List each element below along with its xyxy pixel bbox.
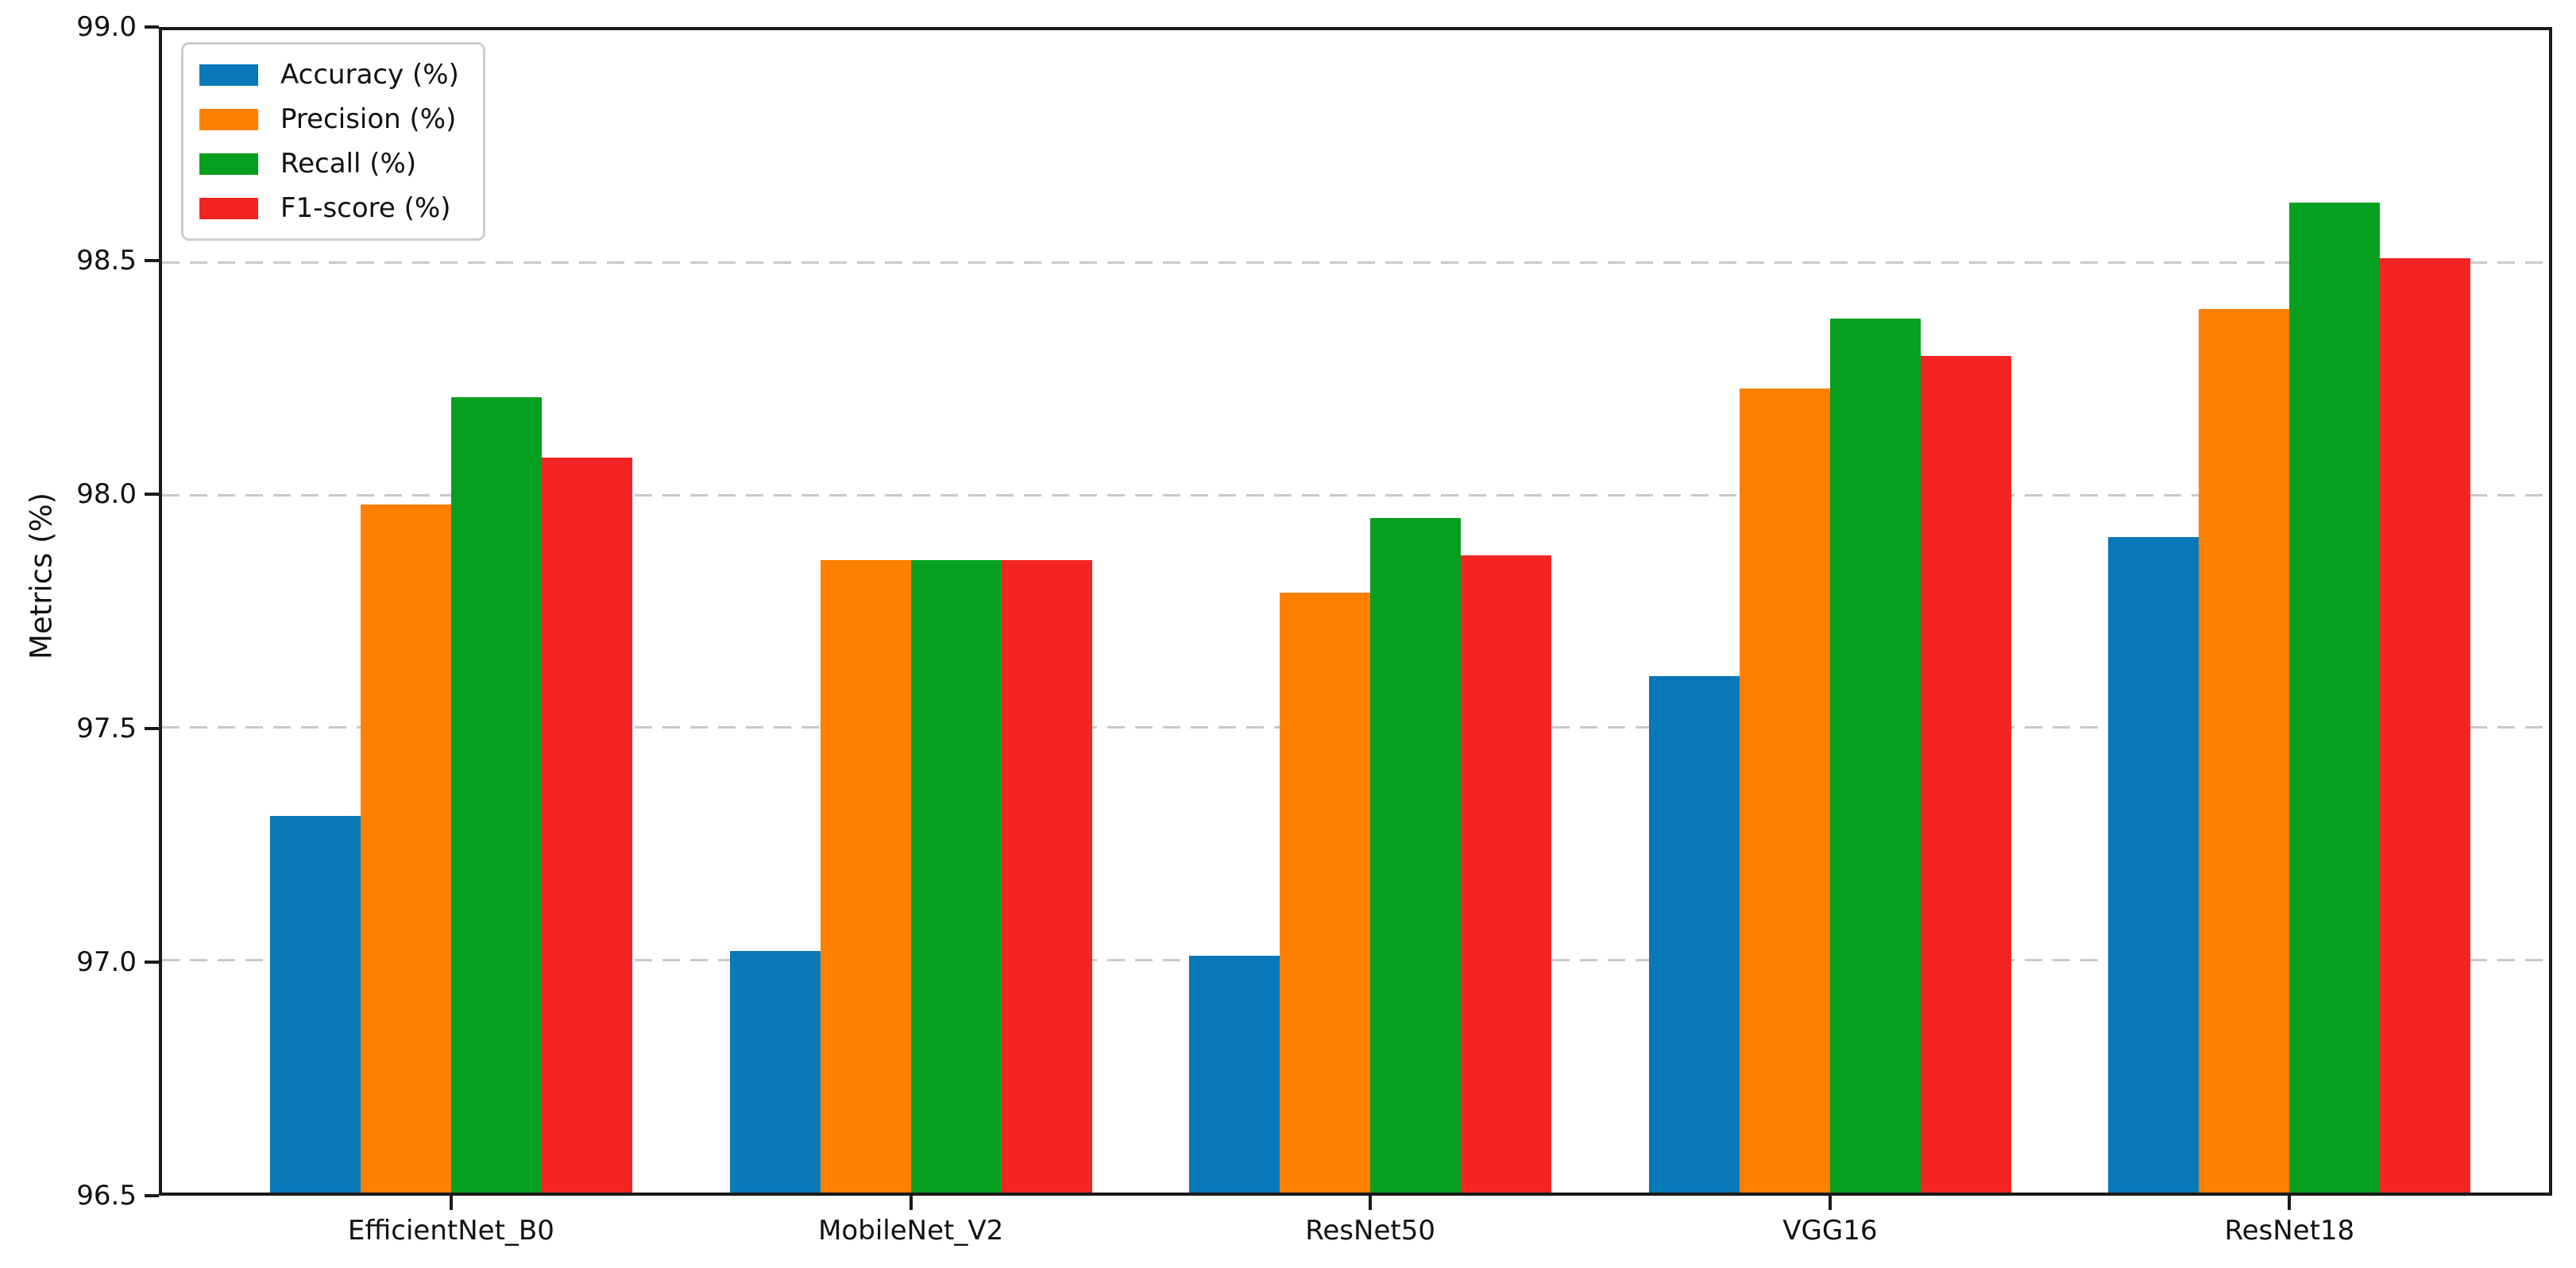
bar-EfficientNet_B0-f1-score xyxy=(541,458,632,1193)
y-tick-mark-98.5 xyxy=(145,259,159,263)
x-tick-mark-EfficientNet_B0 xyxy=(449,1196,453,1210)
bar-MobileNet_V2-precision xyxy=(820,560,911,1193)
bar-ResNet18-f1-score xyxy=(2380,257,2471,1193)
gridline-98.0 xyxy=(162,493,2549,497)
y-tick-label-99.0: 99.0 xyxy=(76,11,137,43)
bar-ResNet50-accuracy xyxy=(1189,955,1280,1193)
bar-MobileNet_V2-accuracy xyxy=(729,950,821,1193)
legend-item: Accuracy (%) xyxy=(199,59,459,91)
bar-ResNet18-precision xyxy=(2199,309,2290,1193)
bar-MobileNet_V2-f1-score xyxy=(1001,560,1092,1193)
x-tick-mark-VGG16 xyxy=(1828,1196,1832,1210)
bar-MobileNet_V2-recall xyxy=(910,560,1002,1193)
x-tick-mark-ResNet18 xyxy=(2288,1196,2292,1210)
y-tick-label-97.0: 97.0 xyxy=(76,945,137,978)
bar-EfficientNet_B0-precision xyxy=(360,504,451,1193)
bar-VGG16-precision xyxy=(1739,388,1830,1193)
legend-item: Recall (%) xyxy=(199,148,459,180)
plot-area: Accuracy (%) Precision (%) Recall (%) F1-sc… xyxy=(159,27,2552,1196)
bar-VGG16-accuracy xyxy=(1648,676,1740,1193)
bar-ResNet18-recall xyxy=(2289,202,2381,1193)
legend-label: Recall (%) xyxy=(280,148,417,180)
bar-ResNet50-f1-score xyxy=(1461,555,1552,1193)
legend-swatch-icon xyxy=(199,197,258,219)
legend-item: Precision (%) xyxy=(199,103,459,135)
legend-swatch-icon xyxy=(199,153,258,175)
bar-ResNet50-precision xyxy=(1280,593,1371,1193)
legend-label: Precision (%) xyxy=(280,103,457,135)
bar-EfficientNet_B0-recall xyxy=(450,397,542,1193)
y-tick-mark-97.0 xyxy=(145,960,159,964)
y-tick-mark-99.0 xyxy=(145,25,159,29)
y-axis-title: Metrics (%) xyxy=(24,492,59,659)
bars-layer xyxy=(162,30,2549,1193)
gridline-98.5 xyxy=(162,261,2549,265)
x-tick-mark-ResNet50 xyxy=(1369,1196,1373,1210)
legend-swatch-icon xyxy=(199,108,258,130)
x-tick-label-MobileNet_V2: MobileNet_V2 xyxy=(818,1215,1004,1247)
legend-swatch-icon xyxy=(199,64,258,86)
x-tick-label-VGG16: VGG16 xyxy=(1782,1215,1878,1247)
y-tick-mark-98.0 xyxy=(145,493,159,497)
legend: Accuracy (%) Precision (%) Recall (%) F1-sc… xyxy=(181,42,485,241)
y-tick-label-97.5: 97.5 xyxy=(76,712,137,744)
y-tick-label-96.5: 96.5 xyxy=(76,1180,137,1212)
bar-VGG16-f1-score xyxy=(1920,355,2011,1193)
bar-ResNet18-accuracy xyxy=(2108,536,2199,1193)
bar-ResNet50-recall xyxy=(1370,518,1462,1193)
x-tick-label-ResNet18: ResNet18 xyxy=(2224,1215,2355,1247)
legend-label: F1-score (%) xyxy=(280,192,451,224)
x-tick-label-EfficientNet_B0: EfficientNet_B0 xyxy=(347,1215,554,1247)
legend-label: Accuracy (%) xyxy=(280,59,459,91)
y-tick-mark-96.5 xyxy=(145,1194,159,1197)
y-tick-mark-97.5 xyxy=(145,726,159,730)
legend-item: F1-score (%) xyxy=(199,192,459,224)
y-tick-label-98.0: 98.0 xyxy=(76,478,137,511)
bar-EfficientNet_B0-accuracy xyxy=(269,816,361,1193)
x-tick-mark-MobileNet_V2 xyxy=(909,1196,913,1210)
y-tick-label-98.5: 98.5 xyxy=(76,245,137,277)
x-tick-label-ResNet50: ResNet50 xyxy=(1305,1215,1435,1247)
bar-VGG16-recall xyxy=(1829,318,1921,1193)
